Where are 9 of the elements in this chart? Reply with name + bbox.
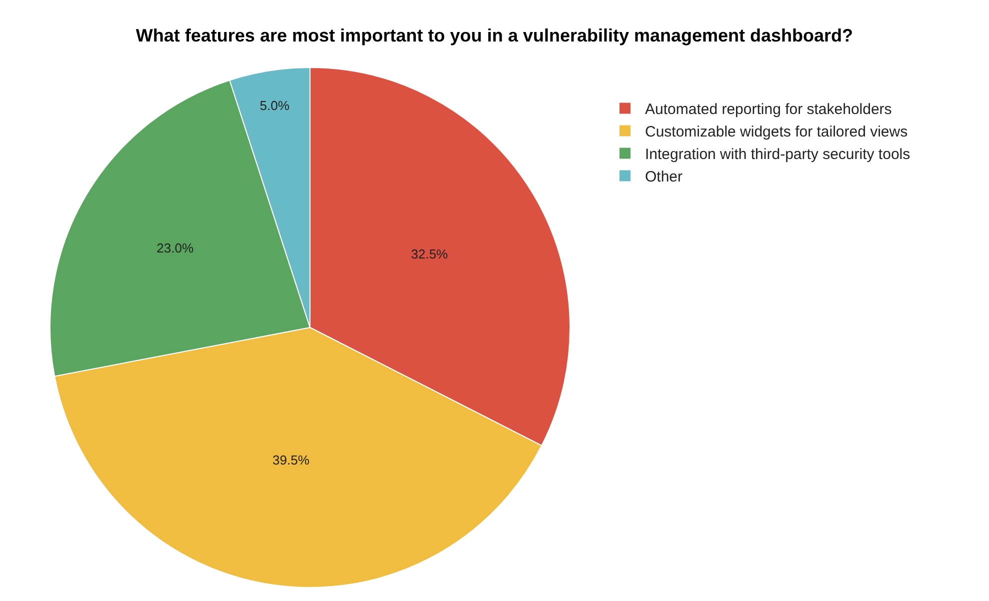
data-label: 39.5%	[272, 452, 310, 468]
data-label: 23.0%	[156, 240, 194, 256]
legend-label: Other	[645, 168, 683, 186]
chart-title: What features are most important to you in a vulnerability management dashboard?	[136, 25, 854, 46]
legend-label: Customizable widgets for tailored views	[645, 124, 908, 141]
data-label: 32.5%	[411, 246, 448, 262]
legend-label: Automated reporting for stakeholders	[645, 101, 892, 118]
data-label: 5.0%	[260, 98, 290, 113]
legend-label: Integration with third-party security tools	[645, 146, 910, 164]
